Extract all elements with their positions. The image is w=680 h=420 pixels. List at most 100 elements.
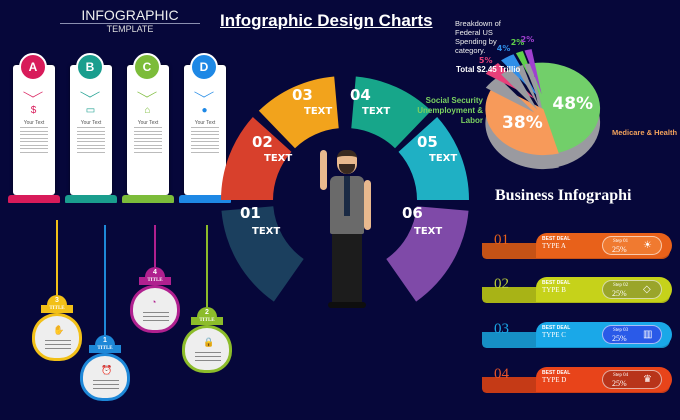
bulb-wire (104, 225, 106, 335)
business-row-04: 04 BEST DEAL TYPE D Step 04 25% ♛ (482, 366, 674, 395)
pie-slice (485, 84, 559, 156)
row-number: 01 (494, 232, 509, 248)
card-base (65, 195, 117, 203)
bulb-number: 1 (95, 335, 115, 345)
alarm-clock-icon: ⏰ (101, 365, 113, 375)
segment-label: TEXT (429, 153, 458, 164)
wheel-segment-06 (386, 206, 469, 302)
business-row-02: 02 BEST DEAL TYPE B Step 02 25% ◇ (482, 276, 674, 305)
bulb-number: 4 (145, 267, 165, 277)
step-label: Step 02 (613, 283, 629, 288)
business-row-01: 01 BEST DEAL TYPE A Step 01 25% ☀ (482, 232, 674, 261)
pie-slice-depth (485, 76, 535, 113)
row-type: TYPE C (542, 331, 566, 339)
pie-chart-icon: ◔ (151, 297, 157, 307)
step-percent: 25% (612, 379, 627, 388)
card-text-label: Your Text (194, 120, 216, 126)
pie-slice (532, 62, 601, 153)
wheel-segment-02 (221, 117, 292, 200)
segment-number: 03 (292, 86, 313, 104)
bulb-glass: 🔒 (182, 325, 232, 373)
row-deal: BEST DEAL (542, 370, 571, 376)
pie-percent-label: 2% (520, 34, 535, 44)
card-letter-badge: A (19, 53, 47, 81)
bulb-3: 3 TITLE ✋ (30, 220, 84, 375)
pie-percent-label: 2% (510, 37, 525, 47)
puzzle-icon: ◇ (643, 284, 651, 295)
segment-number: 04 (350, 86, 371, 104)
card-letter-badge: D (190, 53, 218, 81)
bulb-wire (206, 225, 208, 307)
card-a: A $ Your Text (13, 53, 55, 195)
template-subtitle: TEMPLATE (106, 24, 154, 34)
card-base (8, 195, 60, 203)
bulb-title: TITLE (89, 345, 121, 353)
coins-icon: ● (201, 105, 208, 116)
presenter-figure (318, 150, 378, 310)
pie-slice-depth (524, 63, 542, 109)
bulb-glass: ◔ (130, 285, 180, 333)
pie-slice (524, 49, 542, 95)
pie-percent-label: 5% (478, 56, 493, 66)
row-type: TYPE B (542, 286, 566, 294)
bulb-number: 3 (47, 295, 67, 305)
credit-card-icon: ▭ (85, 105, 96, 116)
wheel-segment-05 (398, 117, 469, 200)
segment-label: TEXT (264, 153, 293, 164)
bulb-1: 1 TITLE ⏰ (78, 225, 132, 415)
row-deal: BEST DEAL (542, 325, 571, 331)
trophy-icon: ♛ (643, 374, 652, 385)
segment-number: 05 (417, 133, 438, 151)
segment-label: TEXT (252, 226, 281, 237)
wheel-segment-03 (258, 76, 339, 149)
step-percent: 25% (612, 289, 627, 298)
card-b: B ▭ Your Text (70, 53, 112, 195)
pie-description: Breakdown of Federal US Spending by cate… (455, 19, 501, 55)
bulb-4: 4 TITLE ◔ (128, 225, 182, 347)
bulb-2: 2 TITLE 🔒 (180, 225, 234, 387)
card-base (122, 195, 174, 203)
wheel-segment-01 (221, 206, 304, 302)
bulb-title: TITLE (191, 317, 223, 325)
segment-number: 06 (402, 204, 423, 222)
business-title: Business Infographi (495, 187, 632, 204)
row-type: TYPE D (542, 376, 567, 384)
step-label: Step 03 (613, 328, 629, 333)
lock-icon: 🔒 (203, 337, 215, 347)
row-deal: BEST DEAL (542, 236, 571, 242)
segment-label: TEXT (414, 226, 443, 237)
main-title: Infographic Design Charts (220, 11, 433, 30)
handshake-icon: ✋ (53, 325, 65, 335)
step-percent: 25% (612, 245, 627, 254)
bulb-glass: ✋ (32, 313, 82, 361)
placeholder-lines (134, 127, 162, 155)
segment-label: TEXT (304, 106, 333, 117)
pie-slice-depth (515, 64, 541, 109)
bulb-wire (154, 225, 156, 267)
bulb-glass: ⏰ (80, 353, 130, 401)
step-label: Step 01 (613, 239, 629, 244)
bulb-number: 2 (197, 307, 217, 317)
placeholder-lines (77, 127, 105, 155)
card-text-label: Your Text (137, 120, 159, 126)
segment-number: 01 (240, 204, 261, 222)
presentation-board-icon: ⌂ (144, 105, 151, 116)
placeholder-lines (20, 127, 48, 155)
bulb-title: TITLE (41, 305, 73, 313)
pie-label-social-security: Social Security Unemployment & Labor (417, 96, 483, 125)
pie-percent-label: 48% (552, 93, 594, 114)
card-c: C ⌂ Your Text (127, 53, 169, 195)
card-letter-badge: B (76, 53, 104, 81)
step-pill: Step 04 25% ♛ (602, 370, 662, 389)
row-number: 04 (494, 366, 509, 382)
pie-percent-label: 38% (502, 112, 543, 133)
step-label: Step 04 (613, 373, 629, 378)
row-deal: BEST DEAL (542, 280, 571, 286)
step-pill: Step 03 25% ▥ (602, 325, 662, 344)
business-row-03: 03 BEST DEAL TYPE C Step 03 25% ▥ (482, 321, 674, 350)
pie-percent-label: 4% (496, 43, 511, 53)
card-base (179, 195, 231, 203)
bulb-wire (56, 220, 58, 295)
row-type: TYPE A (542, 242, 566, 250)
